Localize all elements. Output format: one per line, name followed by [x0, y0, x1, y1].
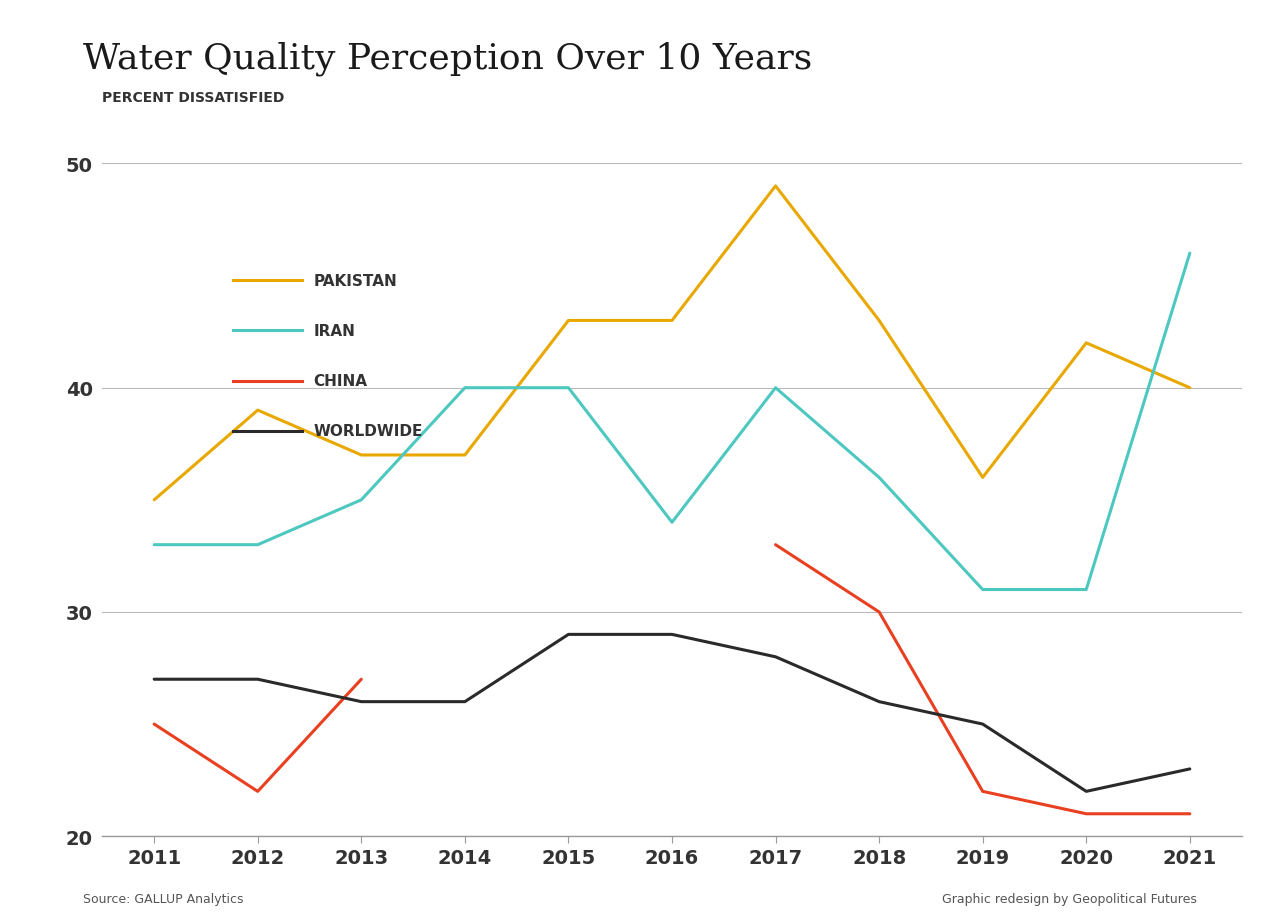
Text: Water Quality Perception Over 10 Years: Water Quality Perception Over 10 Years [83, 41, 813, 75]
Text: PERCENT DISSATISFIED: PERCENT DISSATISFIED [102, 91, 284, 105]
Text: Source: GALLUP Analytics: Source: GALLUP Analytics [83, 892, 243, 905]
Text: WORLDWIDE: WORLDWIDE [314, 424, 422, 438]
Text: Graphic redesign by Geopolitical Futures: Graphic redesign by Geopolitical Futures [942, 892, 1197, 905]
Text: PAKISTAN: PAKISTAN [314, 273, 397, 289]
Text: IRAN: IRAN [314, 323, 355, 338]
Text: CHINA: CHINA [314, 374, 367, 389]
